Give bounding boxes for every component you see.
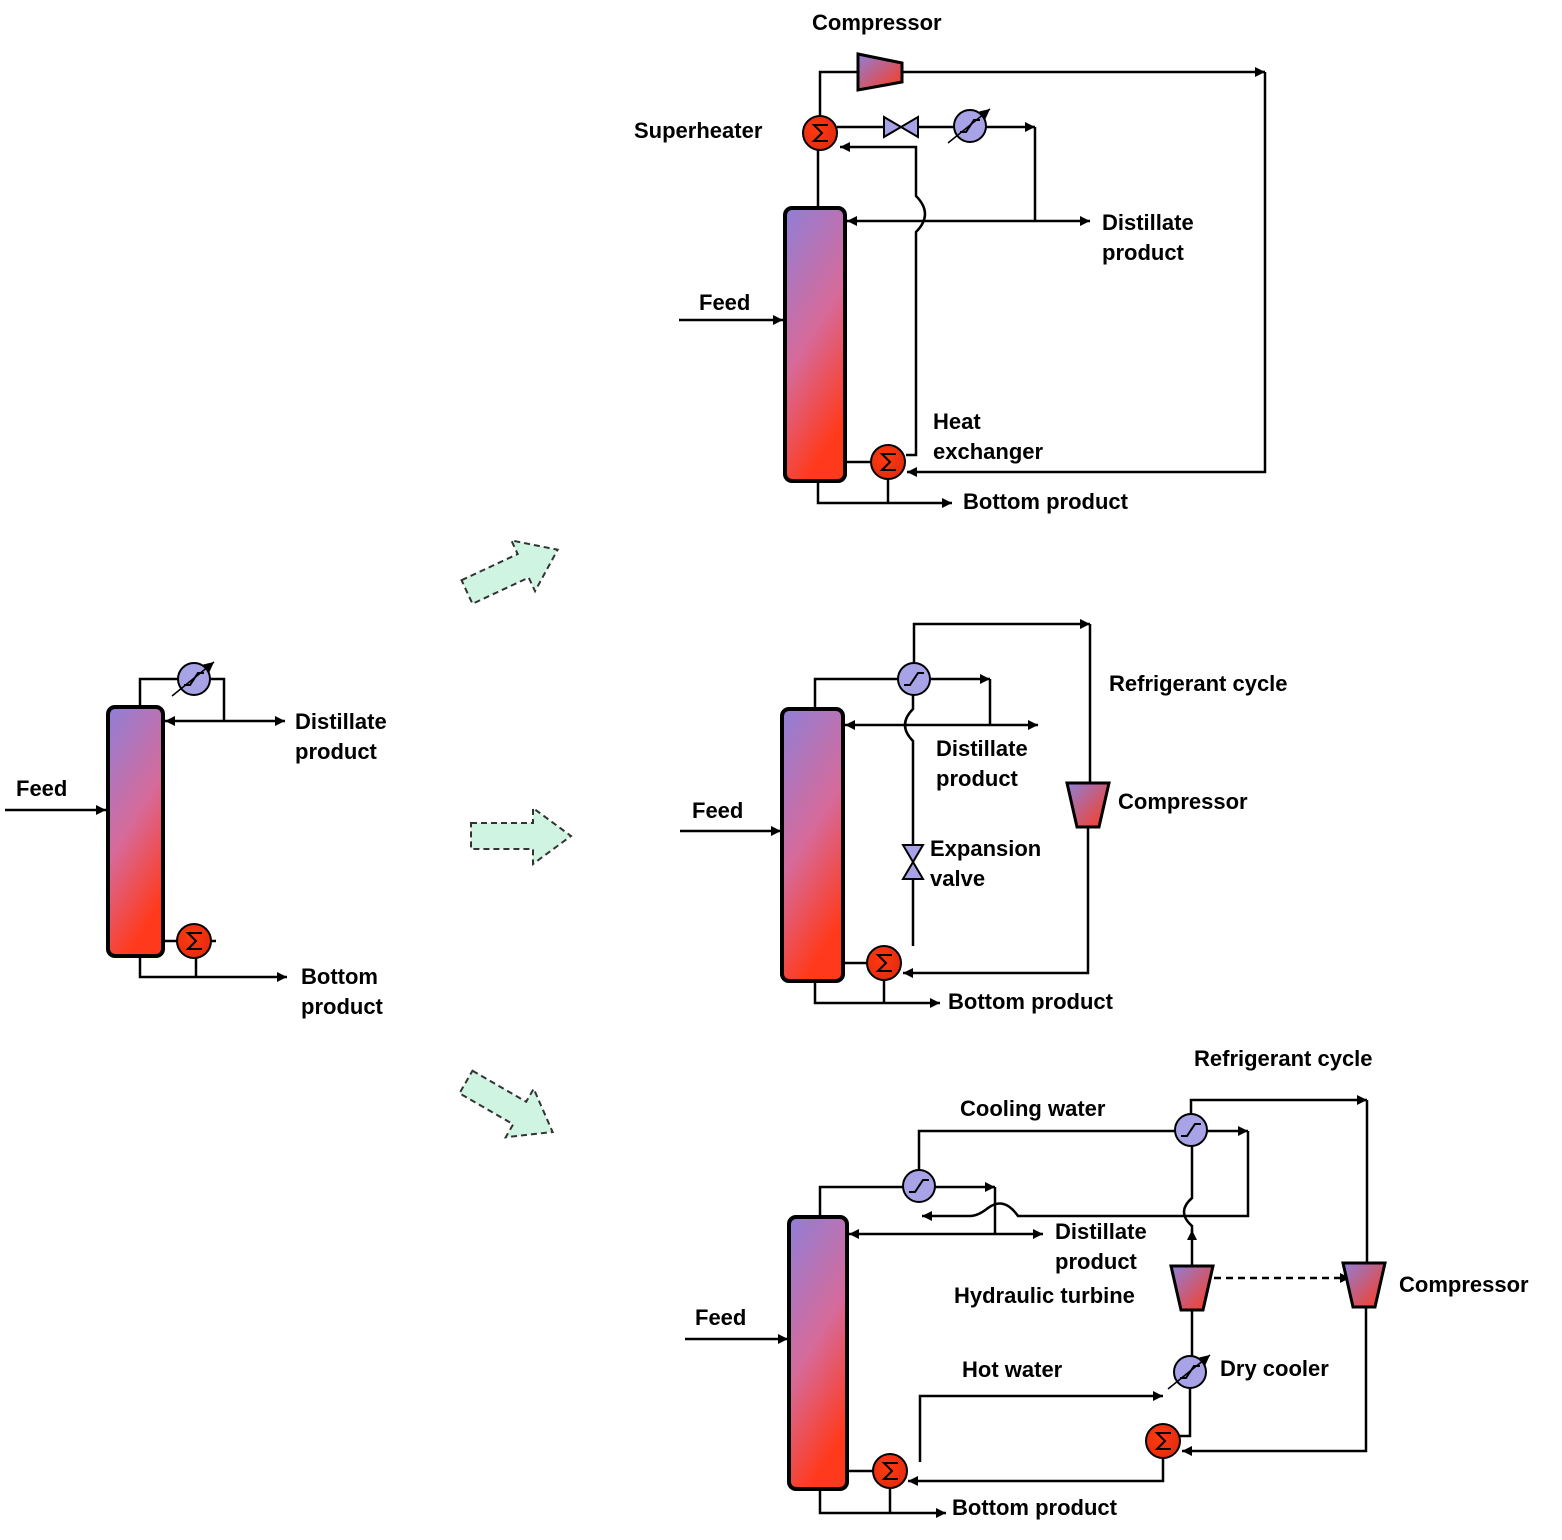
label: product [1102, 240, 1185, 265]
label: Expansion [930, 836, 1041, 861]
pipe [918, 1391, 1163, 1462]
label: Feed [695, 1305, 746, 1330]
pipe [903, 695, 915, 845]
cooler-symbol [1181, 1123, 1201, 1137]
heat-exchanger [176, 923, 212, 959]
heat-exchanger-symbol [881, 1462, 898, 1480]
pipe [138, 956, 287, 982]
pipe [907, 72, 1267, 477]
distillation-column [787, 1215, 849, 1491]
label: Feed [16, 776, 67, 801]
distillation-column [780, 707, 845, 983]
heat-exchanger-symbol [879, 453, 896, 471]
label: Distillate [1055, 1219, 1147, 1244]
label: Distillate [1102, 210, 1194, 235]
pipe [1180, 1388, 1192, 1438]
cooler-symbol [909, 1179, 929, 1193]
cooler-control-arrow [947, 108, 991, 144]
label: Dry cooler [1220, 1356, 1329, 1381]
label: Bottom product [952, 1495, 1118, 1520]
label: Feed [699, 290, 750, 315]
label: Refrigerant cycle [1194, 1046, 1373, 1071]
label: product [936, 766, 1019, 791]
transition-arrow [458, 1069, 555, 1139]
pipe [903, 827, 1090, 978]
cooler-control-arrow [1167, 1354, 1211, 1390]
compressor [1065, 781, 1111, 829]
pipe [818, 70, 858, 116]
pipe [818, 1489, 946, 1518]
pipe [813, 981, 940, 1008]
pipe [210, 677, 226, 721]
label: product [301, 994, 384, 1019]
cooler-symbol [904, 672, 924, 686]
pipe [922, 1131, 1250, 1221]
cooler-control-arrow [171, 661, 215, 697]
valve [883, 115, 919, 139]
label: Bottom product [948, 989, 1114, 1014]
label: Distillate [295, 709, 387, 734]
distillation-column [783, 206, 847, 483]
label: valve [930, 866, 985, 891]
label: Heat [933, 409, 981, 434]
label: product [295, 739, 378, 764]
label: Hot water [962, 1357, 1063, 1382]
pipe [1182, 1307, 1368, 1456]
heat-exchanger-symbol [185, 932, 202, 950]
pipe [138, 677, 178, 707]
label: Hydraulic turbine [954, 1283, 1135, 1308]
label: Cooling water [960, 1096, 1106, 1121]
label: Distillate [936, 736, 1028, 761]
pipe [912, 619, 1090, 663]
label: Bottom [301, 964, 378, 989]
heat-exchanger-symbol [1154, 1432, 1171, 1450]
label: Feed [692, 798, 743, 823]
pipe [1189, 1095, 1367, 1114]
label: Compressor [1399, 1272, 1529, 1297]
label: Compressor [1118, 789, 1248, 814]
pipe [816, 481, 952, 508]
pipe [813, 677, 898, 709]
label: exchanger [933, 439, 1043, 464]
label: Compressor [812, 10, 942, 35]
compressor [1341, 1261, 1387, 1309]
heat-exchanger [866, 945, 902, 981]
heat-exchanger-symbol [875, 954, 892, 972]
heat-exchanger [872, 1453, 908, 1489]
transition-arrow [460, 539, 560, 606]
heat-exchanger [1145, 1423, 1181, 1459]
pipe [818, 1185, 903, 1217]
compressor [1169, 1264, 1215, 1312]
heat-exchanger [802, 115, 838, 151]
label: product [1055, 1249, 1138, 1274]
pipe [840, 142, 927, 457]
heat-exchanger-symbol [811, 124, 828, 142]
label: Bottom product [963, 489, 1129, 514]
transition-arrow [470, 806, 573, 866]
pipe [908, 1458, 1165, 1486]
compressor [856, 52, 904, 92]
pipe [917, 1129, 1175, 1170]
pipe [1182, 1146, 1194, 1232]
valve [901, 844, 925, 880]
distillation-column [106, 705, 165, 958]
label: Superheater [634, 118, 763, 143]
heat-exchanger [870, 444, 906, 480]
label: Refrigerant cycle [1109, 671, 1288, 696]
